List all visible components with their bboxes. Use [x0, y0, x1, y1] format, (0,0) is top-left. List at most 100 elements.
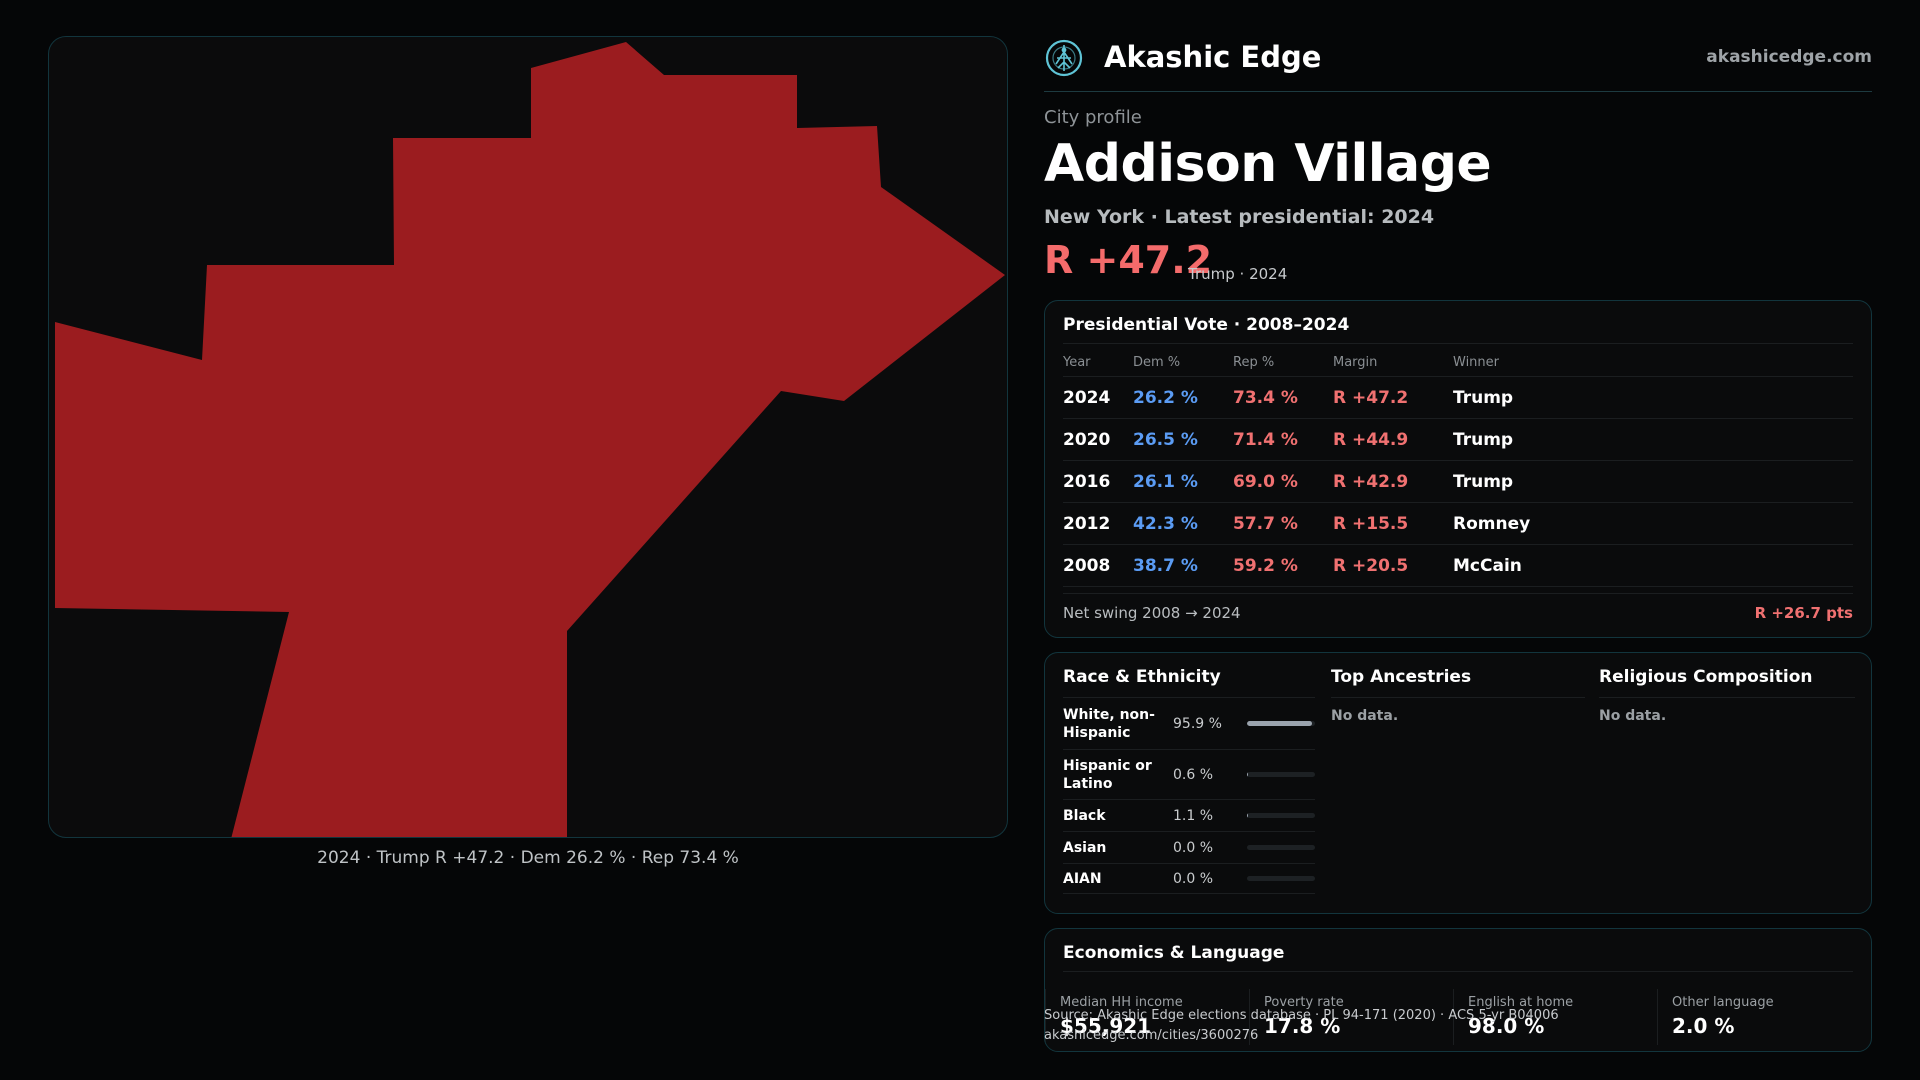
race-value: 0.0 % [1173, 839, 1214, 856]
divider [1331, 697, 1585, 698]
race-value: 0.0 % [1173, 870, 1214, 887]
religion-section: Religious Composition No data. [1599, 667, 1855, 724]
race-label: White, non-Hispanic [1063, 706, 1155, 741]
header: Akashic Edge akashicedge.com [1044, 36, 1872, 92]
stat-label: Other language [1672, 995, 1774, 1010]
race-label: Black [1063, 807, 1106, 824]
cell-winner: Trump [1453, 471, 1514, 492]
cell-margin: R +20.5 [1333, 555, 1409, 576]
city-boundary-map [55, 42, 1005, 837]
race-bar [1247, 845, 1315, 850]
divider [1063, 697, 1315, 698]
cell-winner: Trump [1453, 387, 1514, 408]
divider [1063, 343, 1853, 344]
table-row: 2024 26.2 % 73.4 % R +47.2 Trump [1063, 377, 1853, 419]
col-header-year: Year [1063, 355, 1091, 370]
page-title: Addison Village [1044, 134, 1492, 194]
ancestries-section: Top Ancestries No data. [1331, 667, 1585, 724]
table-row: 2020 26.5 % 71.4 % R +44.9 Trump [1063, 419, 1853, 461]
religion-empty: No data. [1599, 708, 1667, 724]
tree-of-life-icon[interactable] [1044, 38, 1084, 78]
profile-eyebrow: City profile [1044, 107, 1142, 128]
cell-rep: 57.7 % [1233, 513, 1298, 534]
source-citation: Source: Akashic Edge elections database … [1044, 1008, 1559, 1023]
cell-rep: 69.0 % [1233, 471, 1298, 492]
brand-name[interactable]: Akashic Edge [1104, 40, 1322, 74]
race-row: Asian 0.0 % [1063, 832, 1315, 864]
stat-value: 2.0 % [1672, 1014, 1735, 1038]
cell-dem: 38.7 % [1133, 555, 1198, 576]
race-label: Hispanic or Latino [1063, 757, 1152, 792]
site-link[interactable]: akashicedge.com [1706, 47, 1872, 67]
race-value: 1.1 % [1173, 807, 1214, 824]
city-boundary-shape [55, 42, 1005, 837]
ancestries-empty: No data. [1331, 708, 1399, 724]
race-label: Asian [1063, 839, 1107, 856]
headline-margin: R +47.2 [1044, 238, 1213, 282]
cell-dem: 26.1 % [1133, 471, 1198, 492]
stat-value: 17.8 % [1264, 1014, 1341, 1038]
race-value: 0.6 % [1173, 766, 1214, 783]
presidential-vote-card: Presidential Vote · 2008–2024 Year Dem %… [1044, 300, 1872, 638]
vote-table-header: Year Dem % Rep % Margin Winner [1063, 349, 1853, 377]
cell-year: 2012 [1063, 513, 1111, 534]
col-header-dem: Dem % [1133, 355, 1181, 370]
stat-poverty-rate: Poverty rate 17.8 % [1249, 989, 1453, 1045]
race-row: AIAN 0.0 % [1063, 864, 1315, 894]
stat-label: Poverty rate [1264, 995, 1344, 1010]
cell-year: 2024 [1063, 387, 1111, 408]
divider [1063, 971, 1853, 972]
stat-median-income: Median HH income $55,921 [1045, 989, 1249, 1045]
headline-margin-note: Trump · 2024 [1188, 265, 1288, 283]
economics-card: Economics & Language Median HH income $5… [1044, 928, 1872, 1052]
cell-margin: R +15.5 [1333, 513, 1409, 534]
table-row: 2016 26.1 % 69.0 % R +42.9 Trump [1063, 461, 1853, 503]
vote-card-title: Presidential Vote · 2008–2024 [1063, 315, 1350, 335]
race-bar [1247, 772, 1315, 777]
stat-value: 98.0 % [1468, 1014, 1545, 1038]
col-header-rep: Rep % [1233, 355, 1275, 370]
race-row: White, non-Hispanic 95.9 % [1063, 698, 1315, 750]
col-header-margin: Margin [1333, 355, 1378, 370]
cell-rep: 73.4 % [1233, 387, 1298, 408]
race-bar [1247, 813, 1315, 818]
race-row: Black 1.1 % [1063, 800, 1315, 832]
table-row: 2012 42.3 % 57.7 % R +15.5 Romney [1063, 503, 1853, 545]
race-bar-fill [1247, 813, 1248, 818]
race-row: Hispanic or Latino 0.6 % [1063, 750, 1315, 800]
source-footer: Source: Akashic Edge elections database … [1044, 1006, 1559, 1046]
stat-label: English at home [1468, 995, 1574, 1010]
demographics-card: Race & Ethnicity White, non-Hispanic 95.… [1044, 652, 1872, 914]
cell-margin: R +47.2 [1333, 387, 1409, 408]
net-swing-label: Net swing 2008 → 2024 [1063, 604, 1241, 622]
cell-year: 2020 [1063, 429, 1111, 450]
table-row: 2008 38.7 % 59.2 % R +20.5 McCain [1063, 545, 1853, 587]
cell-dem: 26.5 % [1133, 429, 1198, 450]
cell-dem: 42.3 % [1133, 513, 1198, 534]
cell-winner: McCain [1453, 555, 1522, 576]
race-value: 95.9 % [1173, 715, 1222, 732]
cell-winner: Romney [1453, 513, 1531, 534]
cell-dem: 26.2 % [1133, 387, 1198, 408]
source-url[interactable]: akashicedge.com/cities/3600276 [1044, 1028, 1259, 1043]
city-map[interactable] [48, 36, 1008, 838]
race-bar [1247, 721, 1315, 726]
divider [1599, 697, 1855, 698]
stat-english-at-home: English at home 98.0 % [1453, 989, 1657, 1045]
cell-margin: R +42.9 [1333, 471, 1409, 492]
religion-title: Religious Composition [1599, 667, 1813, 687]
cell-year: 2008 [1063, 555, 1111, 576]
stat-label: Median HH income [1060, 995, 1183, 1010]
cell-rep: 71.4 % [1233, 429, 1298, 450]
race-ethnicity-section: Race & Ethnicity White, non-Hispanic 95.… [1063, 667, 1315, 894]
race-label: AIAN [1063, 870, 1102, 887]
cell-margin: R +44.9 [1333, 429, 1409, 450]
col-header-winner: Winner [1453, 355, 1500, 370]
cell-year: 2016 [1063, 471, 1111, 492]
race-ethnicity-title: Race & Ethnicity [1063, 667, 1221, 687]
net-swing: Net swing 2008 → 2024 R +26.7 pts [1063, 593, 1853, 623]
cell-winner: Trump [1453, 429, 1514, 450]
stat-other-language: Other language 2.0 % [1657, 989, 1861, 1045]
economics-title: Economics & Language [1063, 943, 1285, 963]
stat-value: $55,921 [1060, 1014, 1152, 1038]
